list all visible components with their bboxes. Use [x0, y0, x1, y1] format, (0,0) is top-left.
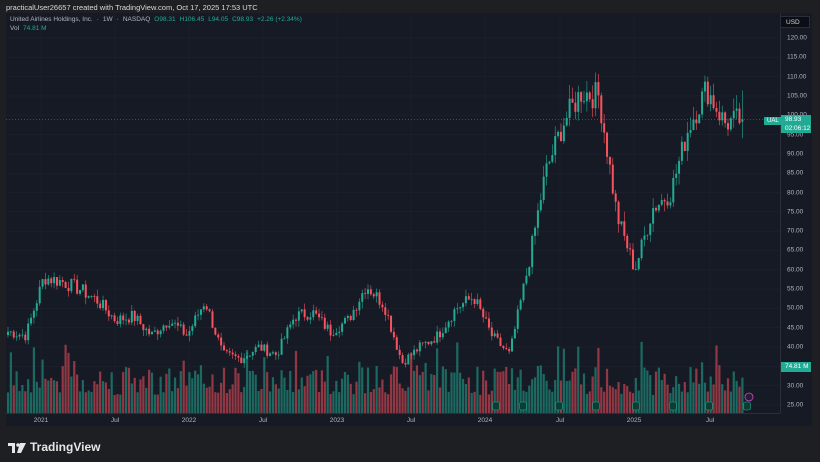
exchange: NASDAQ — [122, 16, 151, 23]
chart-legend: United Airlines Holdings, Inc. · 1W · NA… — [10, 16, 302, 34]
volume-value: 74.81 M — [23, 25, 47, 32]
time-tick: 2024 — [477, 417, 493, 424]
earnings-marker-icon[interactable] — [519, 401, 527, 411]
price-axis[interactable]: 120.00115.00110.00105.00100.0095.0090.00… — [780, 13, 813, 413]
time-tick: Jul — [110, 417, 120, 424]
dividend-marker-icon[interactable] — [744, 392, 754, 402]
price-tick: 45.00 — [787, 324, 804, 332]
price-tick: 110.00 — [787, 73, 807, 81]
price-tick: 50.00 — [787, 304, 804, 312]
high-value: H106.45 — [179, 16, 205, 23]
price-tick: 60.00 — [787, 266, 804, 274]
time-tick: Jul — [555, 417, 565, 424]
candlestick-plot[interactable] — [6, 13, 780, 413]
price-tick: 105.00 — [787, 92, 807, 100]
separator: · — [96, 16, 99, 23]
tradingview-logo-icon — [8, 442, 26, 453]
time-tick: 2025 — [626, 417, 642, 424]
price-tick: 90.00 — [787, 150, 804, 158]
price-tick: 115.00 — [787, 53, 807, 61]
time-tick: 2021 — [33, 417, 49, 424]
attribution-text: practicalUser26657 created with TradingV… — [6, 3, 258, 12]
tradingview-brand: TradingView — [8, 440, 100, 454]
last-price: 98.93 — [785, 116, 802, 123]
price-tick: 120.00 — [787, 34, 807, 42]
price-tick: 85.00 — [787, 169, 804, 177]
earnings-marker-icon[interactable] — [492, 401, 500, 411]
open-value: O98.31 — [154, 16, 176, 23]
earnings-marker-icon[interactable] — [592, 401, 600, 411]
last-price-tag: 98.93 02:06:12 — [781, 115, 811, 133]
price-tick: 80.00 — [787, 189, 804, 197]
price-tick: 70.00 — [787, 227, 804, 235]
volume-label: Vol — [10, 25, 20, 32]
bar-countdown: 02:06:12 — [785, 125, 811, 132]
time-axis[interactable]: 2021 Jul 2022 Jul 2023 Jul 2024 Jul 2025 Jul — [6, 413, 780, 427]
low-value: L94.05 — [208, 16, 229, 23]
price-tick: 95.00 — [787, 131, 804, 139]
price-tick: 65.00 — [787, 246, 804, 254]
earnings-marker-icon[interactable] — [743, 401, 751, 411]
time-tick: Jul — [705, 417, 715, 424]
symbol-name[interactable]: United Airlines Holdings, Inc. — [10, 16, 93, 23]
time-tick: Jul — [406, 417, 416, 424]
time-tick: 2022 — [181, 417, 197, 424]
price-tick: 40.00 — [787, 343, 804, 351]
separator: · — [116, 16, 119, 23]
price-tick: 25.00 — [787, 401, 804, 409]
close-value: C98.93 — [232, 16, 254, 23]
symbol-price-tag: UAL — [764, 117, 782, 125]
earnings-marker-icon[interactable] — [705, 401, 713, 411]
time-tick: 2023 — [329, 417, 345, 424]
price-tick: 30.00 — [787, 382, 804, 390]
price-tick: 75.00 — [787, 208, 804, 216]
volume-tag: 74.81 M — [781, 362, 811, 372]
brand-name: TradingView — [30, 440, 101, 454]
earnings-marker-icon[interactable] — [632, 401, 640, 411]
interval[interactable]: 1W — [102, 16, 113, 23]
change-value: +2.26 (+2.34%) — [257, 16, 302, 23]
price-tick: 55.00 — [787, 285, 804, 293]
earnings-marker-icon[interactable] — [669, 401, 677, 411]
time-tick: Jul — [258, 417, 268, 424]
currency-selector[interactable]: USD — [780, 16, 810, 28]
earnings-marker-icon[interactable] — [555, 401, 563, 411]
